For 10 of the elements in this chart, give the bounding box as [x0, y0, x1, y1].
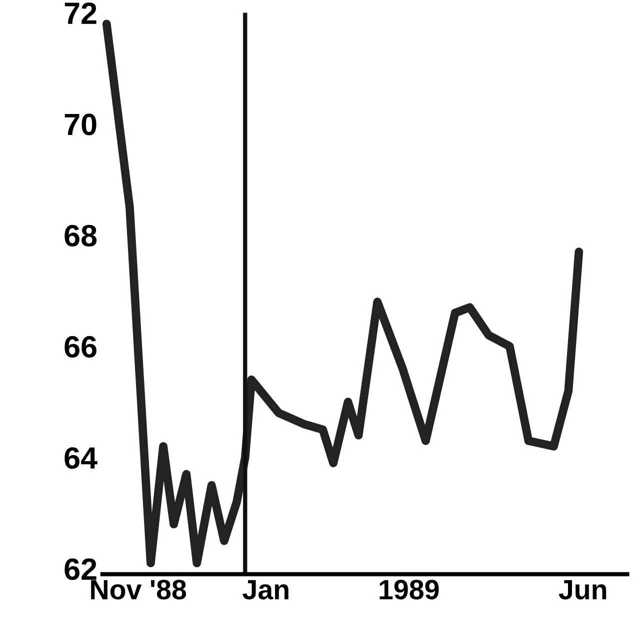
x-tick-label: Jan	[242, 580, 288, 600]
y-tick-label: 72	[64, 2, 96, 24]
x-tick-label: Jun	[558, 580, 606, 600]
y-tick-label: 64	[64, 447, 98, 469]
x-tick-label: 1989	[380, 580, 439, 600]
x-tick-label: Nov '88	[91, 580, 186, 600]
y-tick-label: 70	[64, 114, 96, 136]
y-tick-label: 62	[64, 558, 96, 580]
y-tick-label: 68	[64, 224, 97, 246]
y-tick-label: 66	[64, 336, 96, 358]
